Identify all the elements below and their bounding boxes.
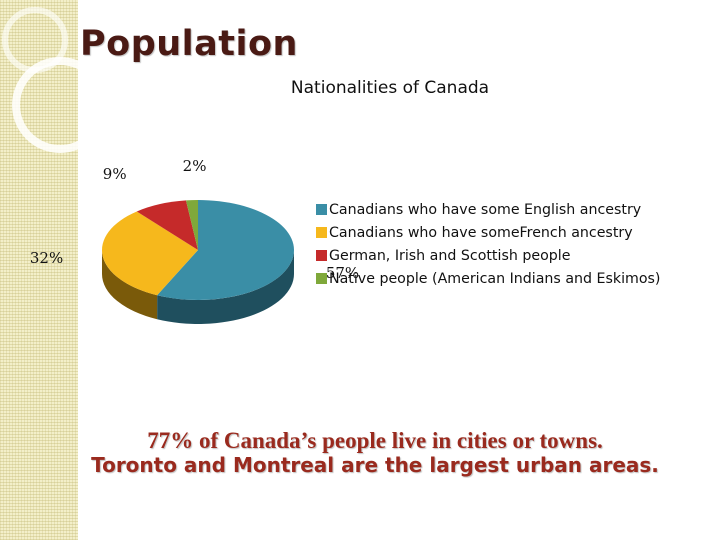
footer-line-2: Toronto and Montreal are the largest urb…: [91, 453, 659, 477]
legend-label-german-irish-scottish: German, Irish and Scottish people: [329, 247, 571, 264]
legend-swatch-english: [316, 204, 327, 215]
data-label-native-people-american-indians: 2%: [182, 156, 207, 175]
chart-title: Nationalities of Canada: [290, 78, 490, 98]
data-label-german-irish-and-scottish-peop: 9%: [102, 165, 127, 184]
data-label-canadians-who-have-somefrench-: 32%: [29, 249, 64, 268]
data-label-canadians-who-have-some-englis: 57%: [325, 263, 360, 282]
footer-text: 77% of Canada’s people live in cities or…: [80, 428, 670, 478]
pie-side-canadians-who-have-some-englis: [157, 250, 294, 324]
footer-line-1: 77% of Canada’s people live in cities or…: [147, 428, 603, 453]
pie-slice-native-people-american-indians: [185, 200, 198, 250]
legend-item-french: Canadians who have someFrench ancestry: [316, 221, 660, 244]
decorative-circles: [2, 7, 108, 153]
pie-slice-canadians-who-have-some-englis: [157, 200, 294, 301]
legend-swatch-german-irish-scottish: [316, 250, 327, 261]
pie-side-canadians-who-have-somefrench-: [102, 250, 158, 320]
legend-swatch-french: [316, 227, 327, 238]
legend-swatch-native: [316, 273, 327, 284]
legend-label-french: Canadians who have someFrench ancestry: [329, 224, 633, 241]
pie-slice-german-irish-and-scottish-peop: [136, 200, 198, 250]
legend-item-native: Native people (American Indians and Eski…: [316, 267, 660, 290]
legend-item-german-irish-scottish: German, Irish and Scottish people: [316, 244, 660, 267]
legend-label-native: Native people (American Indians and Eski…: [329, 270, 661, 287]
legend-item-english: Canadians who have some English ancestry: [316, 198, 660, 221]
chart-legend: Canadians who have some English ancestry…: [316, 198, 660, 290]
page-title: Population: [80, 24, 298, 64]
pie-slice-canadians-who-have-somefrench-: [101, 211, 198, 296]
side-texture-panel: [0, 0, 78, 540]
legend-label-english: Canadians who have some English ancestry: [329, 201, 642, 218]
